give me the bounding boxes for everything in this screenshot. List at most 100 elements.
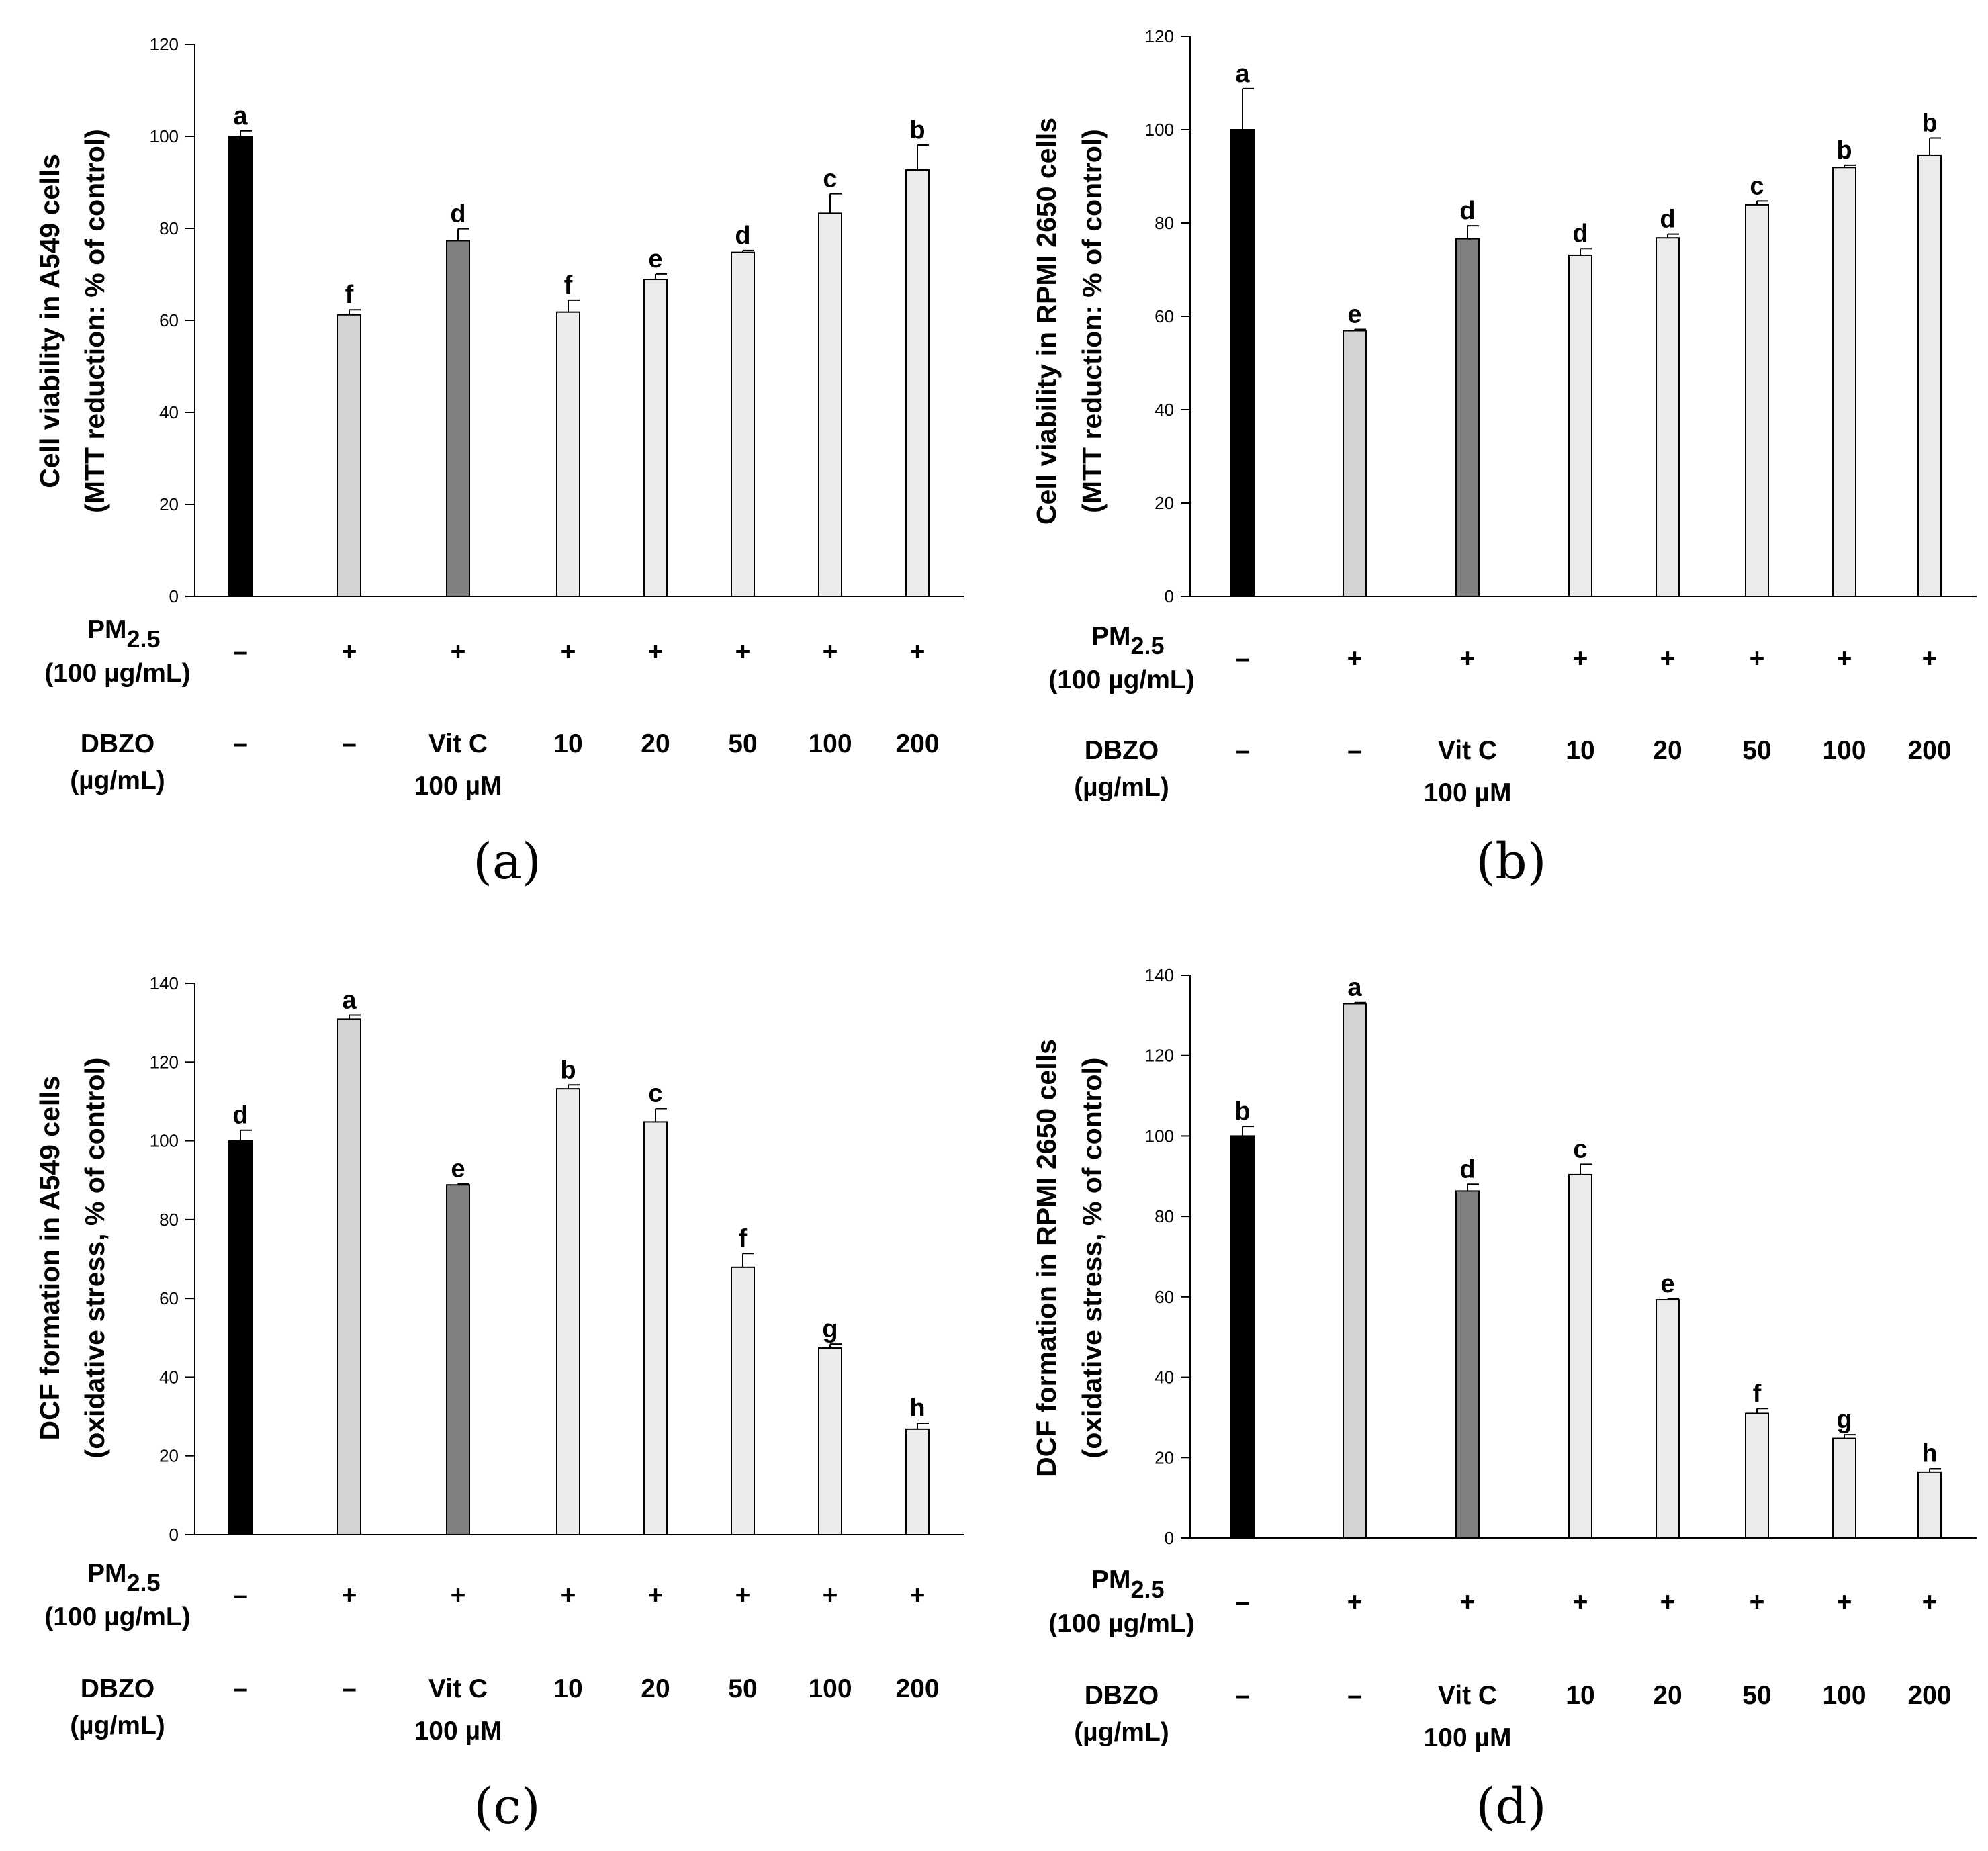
significance-letter: e <box>648 245 662 273</box>
y-axis-title-line2: (MTT reduction: % of control) <box>1077 129 1108 513</box>
bar <box>1832 1437 1856 1539</box>
y-tick-label: 60 <box>159 310 179 330</box>
dbzo-dose: 200 <box>1907 1681 1951 1710</box>
pm-sign: + <box>561 1581 576 1610</box>
significance-letter: e <box>451 1155 465 1183</box>
pm-sign: + <box>342 637 357 666</box>
pm-row-title: PM2.5 <box>87 615 161 653</box>
pm-sign: + <box>1837 644 1852 673</box>
pm-sign: + <box>561 637 576 666</box>
significance-letter: d <box>735 222 750 250</box>
dbzo-dose: 20 <box>1653 736 1682 765</box>
y-tick-label: 140 <box>1145 965 1174 985</box>
chart-panel-a: 0 20 40 60 80 100 120 Cell viability in A549 ce… <box>34 34 964 891</box>
significance-letter: a <box>1347 974 1362 1002</box>
pm-sign: + <box>1750 1588 1765 1617</box>
pm-sign: + <box>648 1581 664 1610</box>
bar <box>643 1121 668 1535</box>
pm-subscript-text: 2.5 <box>1131 1576 1165 1603</box>
pm-row-title: PM2.5 <box>87 1559 161 1596</box>
pm-sign: + <box>1460 644 1476 673</box>
dbzo-dose: Vit C <box>428 729 488 758</box>
dbzo-dose: – <box>233 1674 248 1703</box>
bar <box>1917 154 1942 598</box>
significance-letter: b <box>1922 109 1937 138</box>
y-tick-label: 120 <box>1145 1046 1174 1066</box>
pm-subscript-text: 2.5 <box>127 1569 161 1596</box>
bar <box>1455 1190 1480 1539</box>
dbzo-dose: 50 <box>728 729 757 758</box>
y-tick-label: 100 <box>1145 120 1174 140</box>
significance-letter: b <box>560 1056 576 1084</box>
pm-title-text: PM <box>87 615 127 644</box>
dbzo-dose: – <box>1235 736 1250 765</box>
significance-letter: b <box>1234 1097 1250 1126</box>
dbzo-dose: 100 <box>808 729 852 758</box>
bar <box>1832 167 1856 598</box>
pm-sign: + <box>823 1581 838 1610</box>
dbzo-dose: 50 <box>1742 1681 1771 1710</box>
y-tick-label: 40 <box>159 1367 179 1387</box>
panel-label: (c) <box>473 1778 540 1836</box>
significance-letter: e <box>1347 300 1361 328</box>
y-axis-title-line2: (oxidative stress, % of control) <box>1077 1058 1108 1459</box>
pm-sign: + <box>1660 1588 1676 1617</box>
bar <box>1568 1173 1592 1539</box>
y-tick-label: 120 <box>1145 26 1174 46</box>
significance-letter: f <box>739 1224 748 1253</box>
dbzo-dose: 100 <box>1822 1681 1866 1710</box>
dbzo-dose: 20 <box>641 1674 670 1703</box>
significance-letter: f <box>345 281 354 309</box>
pm-sign: + <box>451 637 466 666</box>
y-tick-label: 0 <box>1165 586 1174 606</box>
y-tick-label: 60 <box>1155 306 1174 326</box>
pm-sign: + <box>910 1581 925 1610</box>
y-tick-label: 40 <box>1155 400 1174 420</box>
bar <box>1656 237 1680 597</box>
y-axis-title-line2: (MTT reduction: % of control) <box>79 129 110 513</box>
significance-letter: h <box>909 1394 925 1423</box>
pm-sign: + <box>1922 1588 1938 1617</box>
chart-panel-d: 0 20 40 60 80 100 120 140 DCF formation in RPMI … <box>1031 965 1977 1836</box>
pm-title-text: PM <box>1091 1566 1131 1594</box>
y-tick-label: 40 <box>159 402 179 422</box>
dbzo-dose: 10 <box>553 1674 582 1703</box>
bar <box>556 1088 580 1535</box>
pm-sign: + <box>1837 1588 1852 1617</box>
bar <box>818 1347 842 1535</box>
dbzo-row-title: DBZO <box>1085 736 1159 765</box>
significance-letter: d <box>232 1101 248 1130</box>
significance-letter: c <box>1573 1135 1587 1163</box>
y-tick-label: 60 <box>159 1288 179 1308</box>
y-axis-title-line1: Cell viability in RPMI 2650 cells <box>1031 118 1062 525</box>
vitc-concentration: 100 µM <box>414 772 502 801</box>
significance-letter: c <box>823 165 837 193</box>
y-tick-label: 100 <box>150 1131 179 1151</box>
y-tick-label: 80 <box>1155 1206 1174 1226</box>
dbzo-dose: 200 <box>895 1674 939 1703</box>
y-tick-label: 0 <box>169 1525 179 1545</box>
pm-row-title: PM2.5 <box>1091 622 1165 660</box>
dbzo-dose: – <box>1235 1681 1250 1710</box>
pm-sign: + <box>342 1581 357 1610</box>
bar <box>1568 254 1592 597</box>
panel-label: (d) <box>1476 1778 1546 1836</box>
bar <box>228 1140 253 1535</box>
dbzo-dose: 200 <box>895 729 939 758</box>
pm-row-conc: (100 µg/mL) <box>1048 1609 1195 1638</box>
dbzo-dose: 10 <box>1566 1681 1594 1710</box>
chart-panel-b: 0 20 40 60 80 100 120 Cell viability in RPMI 26… <box>1031 26 1977 891</box>
bar <box>446 1184 470 1536</box>
dbzo-dose: 20 <box>641 729 670 758</box>
pm-row-conc: (100 µg/mL) <box>44 659 191 688</box>
dbzo-dose: – <box>342 1674 357 1703</box>
bar <box>731 1266 755 1535</box>
bar <box>228 136 253 597</box>
significance-letter: d <box>1459 197 1475 225</box>
pm-sign: + <box>735 1581 751 1610</box>
bar <box>731 251 755 597</box>
pm-sign: + <box>1922 644 1938 673</box>
dbzo-row-title: DBZO <box>81 1674 155 1703</box>
significance-letter: b <box>1836 136 1852 165</box>
significance-letter: c <box>1750 172 1764 200</box>
